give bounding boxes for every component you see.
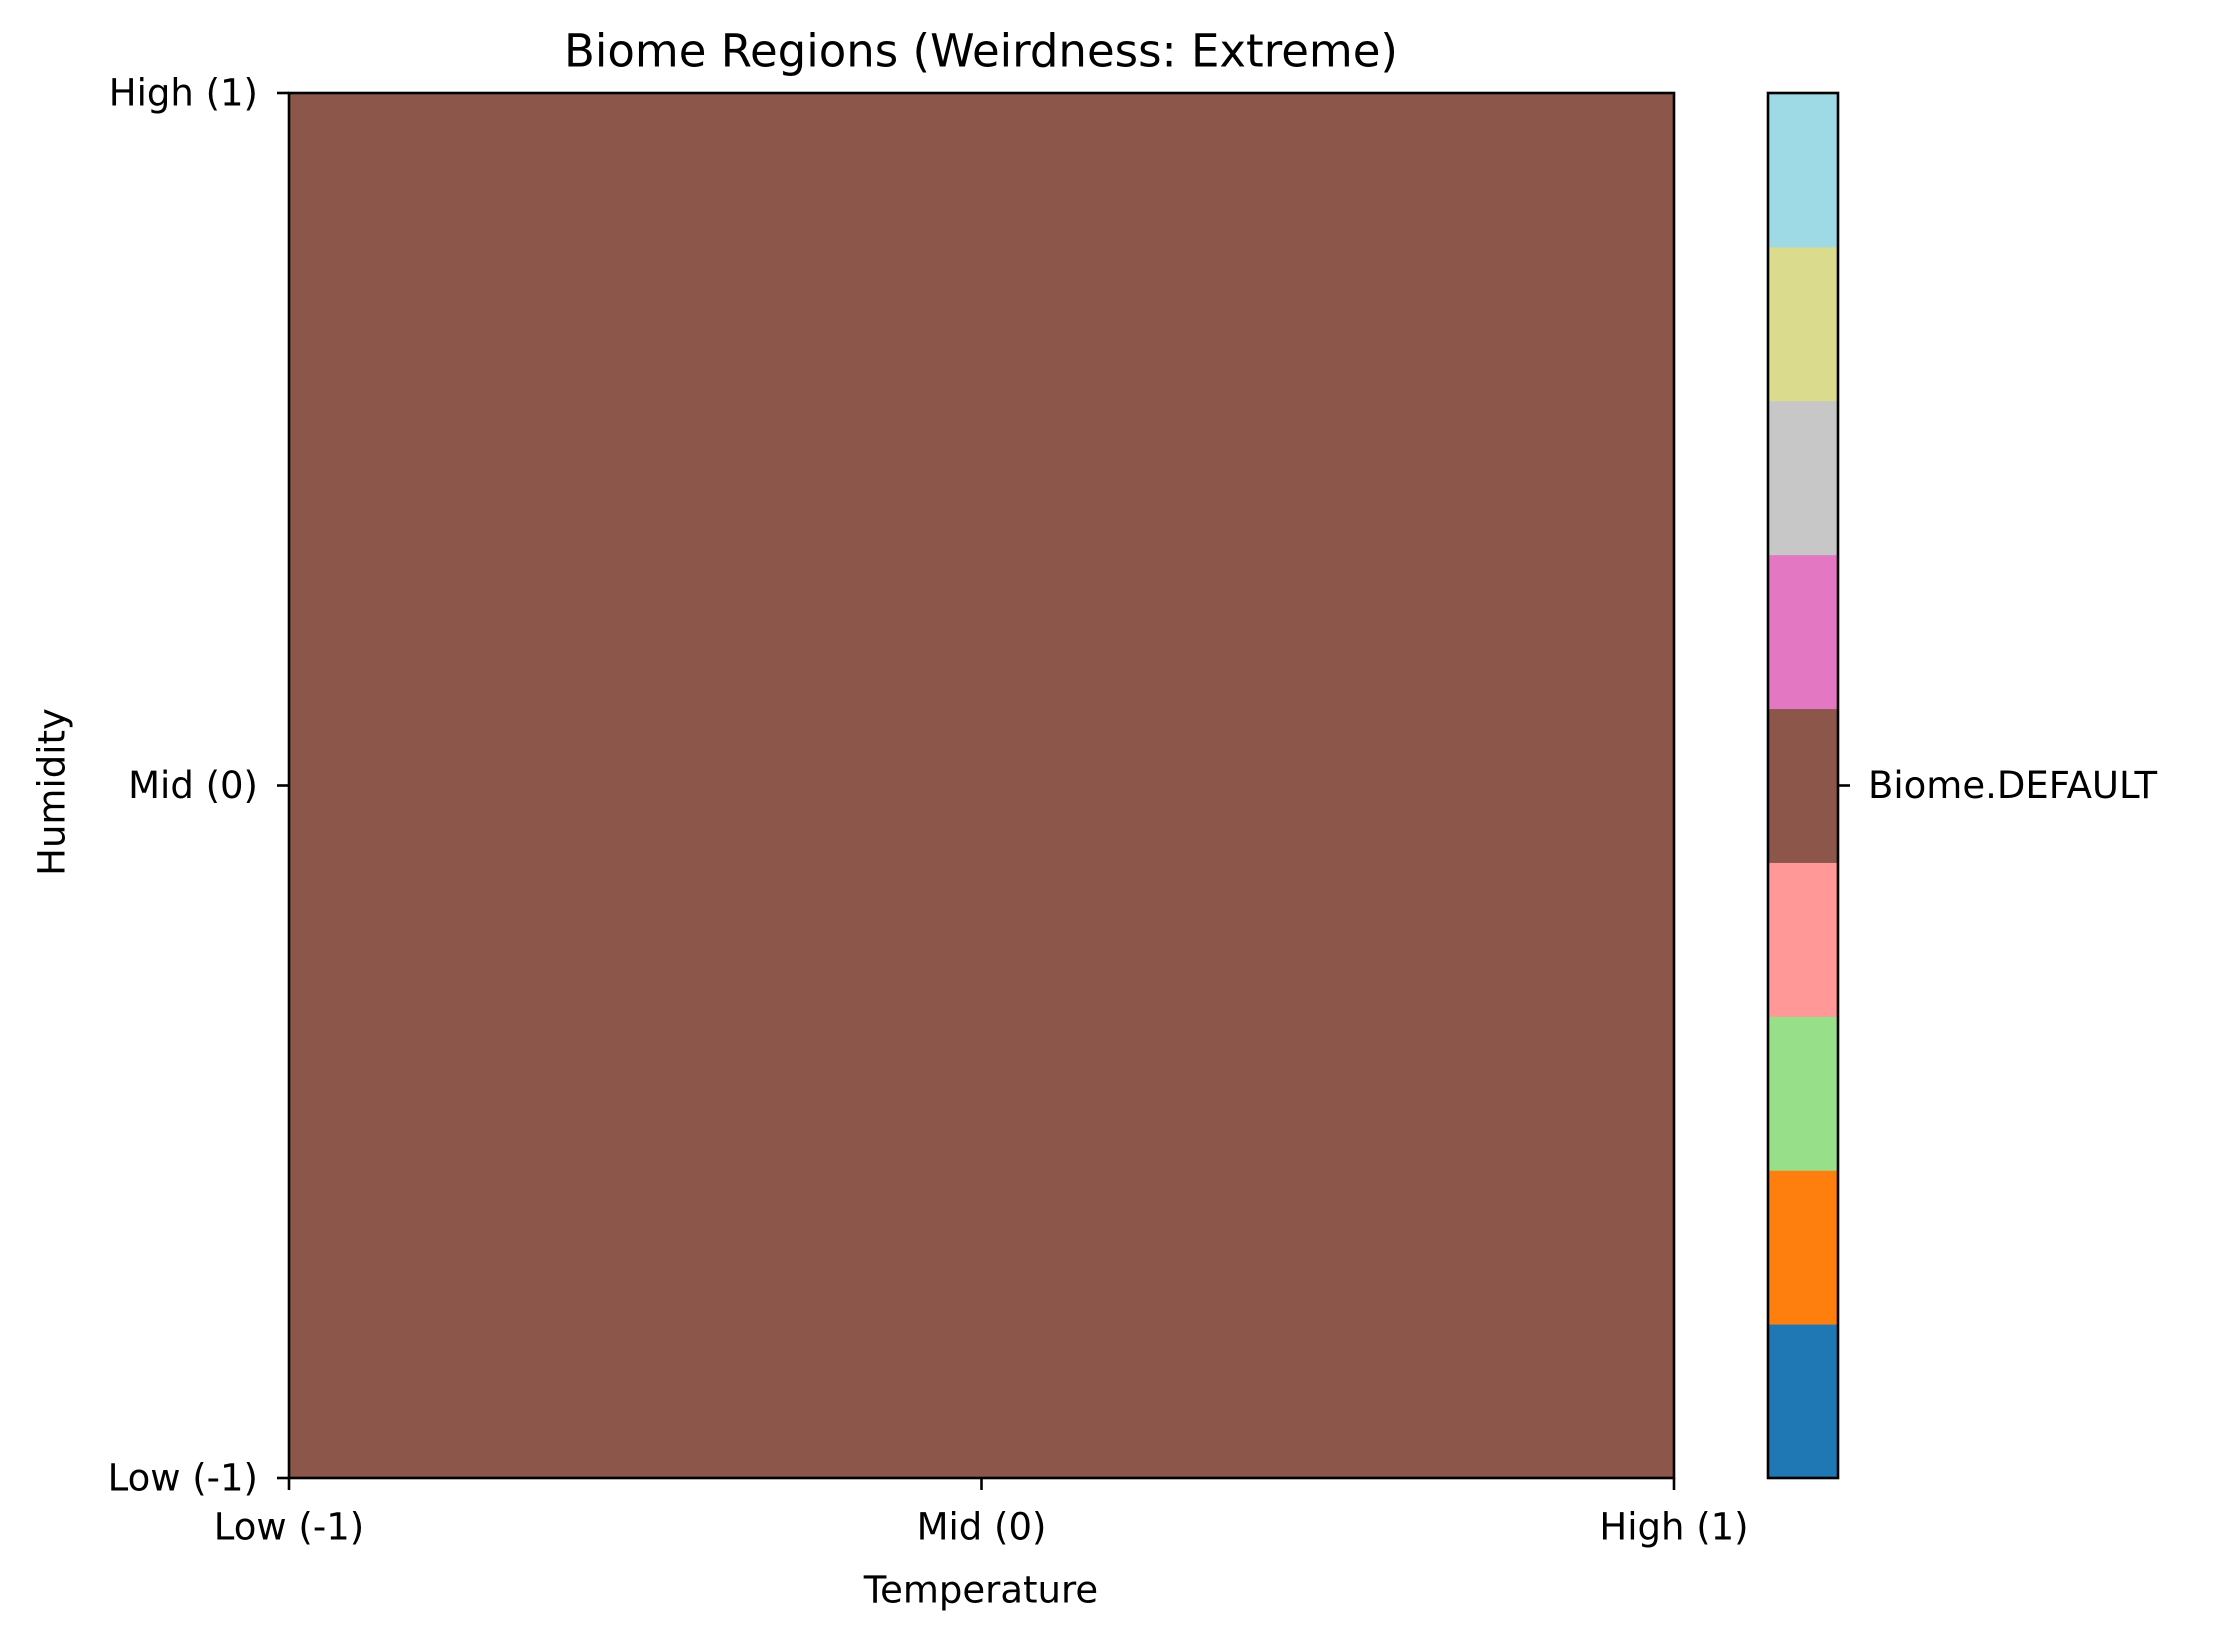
colorbar-segment-1 [1768,1170,1838,1325]
x-tick-label: High (1) [1599,1506,1748,1549]
x-axis-label: Temperature [863,1569,1098,1612]
heatmap-regions [289,93,1674,1478]
x-axis-ticks: Low (-1) Mid (0) High (1) [214,1478,1749,1549]
y-axis-ticks: High (1) Mid (0) Low (-1) [108,72,289,1500]
colorbar-segment-7 [1768,246,1838,402]
colorbar-tick-label: Biome.DEFAULT [1868,764,2158,807]
colorbar-segment-0 [1768,1324,1838,1479]
y-tick-label: Low (-1) [108,1457,258,1500]
colorbar-segment-5 [1768,554,1838,710]
y-tick-label: High (1) [109,72,258,115]
colorbar-segment-6 [1768,400,1838,556]
colorbar-ticks: Biome.DEFAULT [1838,764,2158,807]
colorbar-segment-2 [1768,1016,1838,1171]
x-tick-label: Low (-1) [214,1506,364,1549]
colorbar-segment-3 [1768,862,1838,1017]
colorbar [1766,91,1840,1480]
chart-title: Biome Regions (Weirdness: Extreme) [564,25,1398,78]
region-cell-0 [289,93,1674,1478]
colorbar-segment-4 [1768,708,1838,863]
y-tick-label: Mid (0) [128,764,258,807]
colorbar-segment-8 [1768,93,1838,248]
x-tick-label: Mid (0) [917,1506,1047,1549]
y-axis-label: Humidity [31,708,74,876]
